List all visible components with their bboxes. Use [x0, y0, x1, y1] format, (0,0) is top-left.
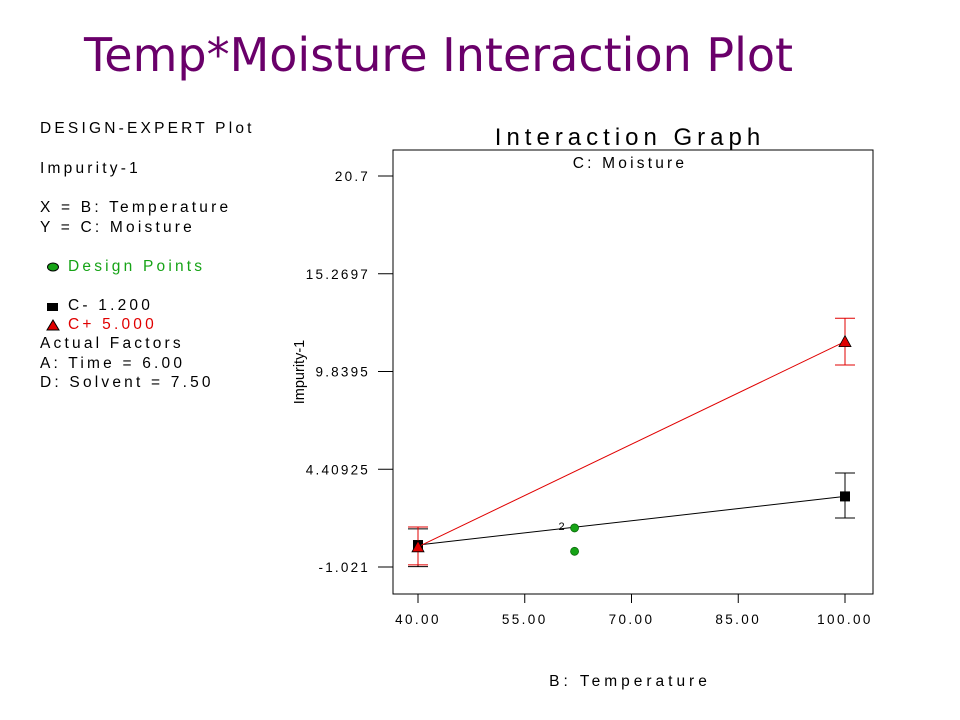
design-point-marker-icon [47, 262, 59, 272]
plot-frame [392, 149, 874, 595]
factor-d-label: D: Solvent = 7.50 [40, 374, 214, 391]
legend-low-label: C- 1.200 [68, 297, 154, 314]
design-point [570, 546, 579, 556]
y-tick-label: 4.40925 [306, 462, 370, 477]
x-tick-label: 100.00 [817, 612, 873, 627]
data-point-square [840, 491, 850, 502]
data-point-triangle [411, 539, 425, 553]
response-label: Impurity-1 [40, 160, 141, 177]
x-tick-label: 55.00 [502, 612, 548, 627]
y-tick-label: -1.021 [319, 560, 370, 575]
slide-title: Temp*Moisture Interaction Plot [84, 28, 794, 82]
square-marker-icon [47, 303, 58, 311]
y-axis-assignment: Y = C: Moisture [40, 219, 195, 236]
y-tick-label: 15.2697 [306, 267, 370, 282]
x-axis-label: B: Temperature [549, 673, 711, 690]
series-line [417, 341, 846, 548]
y-tick-label: 9.8395 [316, 365, 371, 380]
y-axis-label: Impurity-1 [292, 340, 308, 404]
design-point [570, 523, 579, 533]
design-point-count-label: 2 [558, 521, 564, 533]
x-tick-label: 70.00 [609, 612, 655, 627]
factor-a-label: A: Time = 6.00 [40, 355, 186, 372]
chart-title: Interaction Graph [495, 124, 765, 151]
series-line [417, 495, 846, 546]
x-tick-label: 40.00 [395, 612, 441, 627]
x-tick-label: 85.00 [715, 612, 761, 627]
actual-factors-heading: Actual Factors [40, 335, 184, 352]
data-point-triangle [838, 334, 852, 348]
x-axis-assignment: X = B: Temperature [40, 199, 232, 216]
plot-label: DESIGN-EXPERT Plot [40, 120, 255, 137]
legend-high-label: C+ 5.000 [68, 316, 157, 333]
y-tick-label: 20.7 [335, 169, 370, 184]
chart-subtitle: C: Moisture [573, 155, 687, 172]
triangle-marker-icon [46, 319, 60, 331]
design-points-legend-label: Design Points [68, 258, 206, 275]
